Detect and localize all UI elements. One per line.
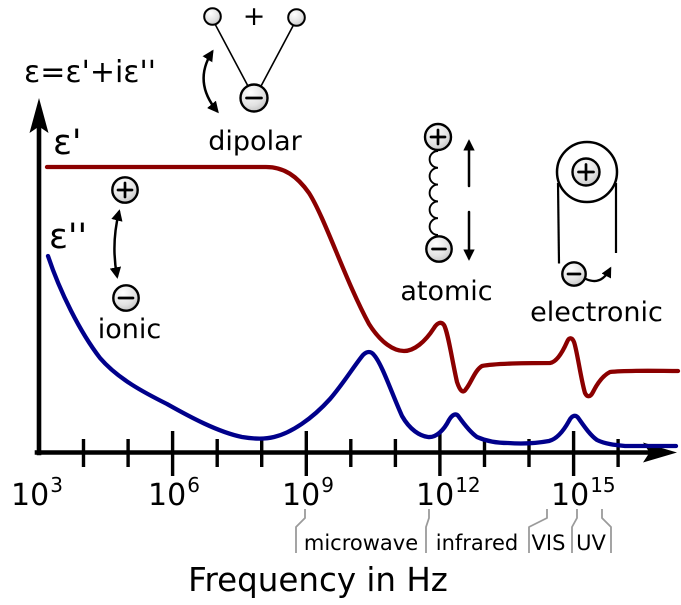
eps-real-label: ε' [53, 123, 82, 163]
vis-band-label: VIS [532, 531, 566, 555]
curves [44, 164, 681, 449]
eps-imag-curve [45, 253, 679, 449]
mechanism-dipolar: + dipolar [202, 1, 306, 157]
infrared-band-label: infrared [436, 531, 518, 555]
uv-band-label: UV [576, 531, 606, 555]
mechanism-electronic: electronic [530, 140, 663, 328]
bond-line [214, 23, 250, 89]
rotation-arrow-icon [202, 49, 219, 114]
microwave-band-label: microwave [304, 531, 418, 555]
microwave-left-bracket [295, 509, 306, 553]
eps-imag-label: ε'' [49, 217, 87, 257]
electron-cloud-line [556, 182, 561, 264]
frequency-bands: microwave infrared VIS UV [295, 509, 612, 555]
tick-label-1e3: 103 [11, 473, 63, 513]
electron-orbit-icon [555, 140, 619, 204]
tick-label-1e12: 1012 [416, 473, 481, 513]
x-axis-title: Frequency in Hz [188, 561, 448, 599]
electron-shift-arrow-icon [584, 266, 612, 283]
plus-sign: + [243, 1, 266, 32]
displacement-arrow-icon [109, 209, 123, 279]
mechanism-atomic: atomic [400, 122, 493, 307]
uv-right-bracket [601, 509, 612, 553]
y-axis-arrowhead-icon [29, 98, 49, 133]
microwave-right-bracket [425, 509, 430, 553]
atom-icon [203, 7, 222, 26]
spring-icon [428, 150, 439, 236]
atom-icon [287, 8, 306, 27]
uv-left-bracket [571, 509, 578, 553]
electronic-label: electronic [530, 297, 663, 328]
tick-label-1e6: 106 [148, 473, 200, 513]
atomic-label: atomic [400, 276, 492, 307]
ionic-label: ionic [98, 314, 161, 345]
tick-label-1e15: 1015 [551, 473, 616, 513]
vis-left-bracket [528, 509, 548, 553]
y-axis [29, 98, 49, 456]
eps-real-curve [44, 164, 681, 399]
bond-line [259, 24, 295, 89]
permittivity-formula: ε=ε'+iε'' [24, 55, 156, 90]
x-axis-tick-labels: 103 106 109 1012 1015 [11, 473, 616, 513]
mechanism-ionic: ionic [98, 176, 161, 345]
tick-label-1e9: 109 [282, 473, 334, 513]
dipolar-label: dipolar [208, 126, 302, 157]
x-axis [34, 431, 677, 476]
x-axis-ticks [81, 431, 620, 476]
